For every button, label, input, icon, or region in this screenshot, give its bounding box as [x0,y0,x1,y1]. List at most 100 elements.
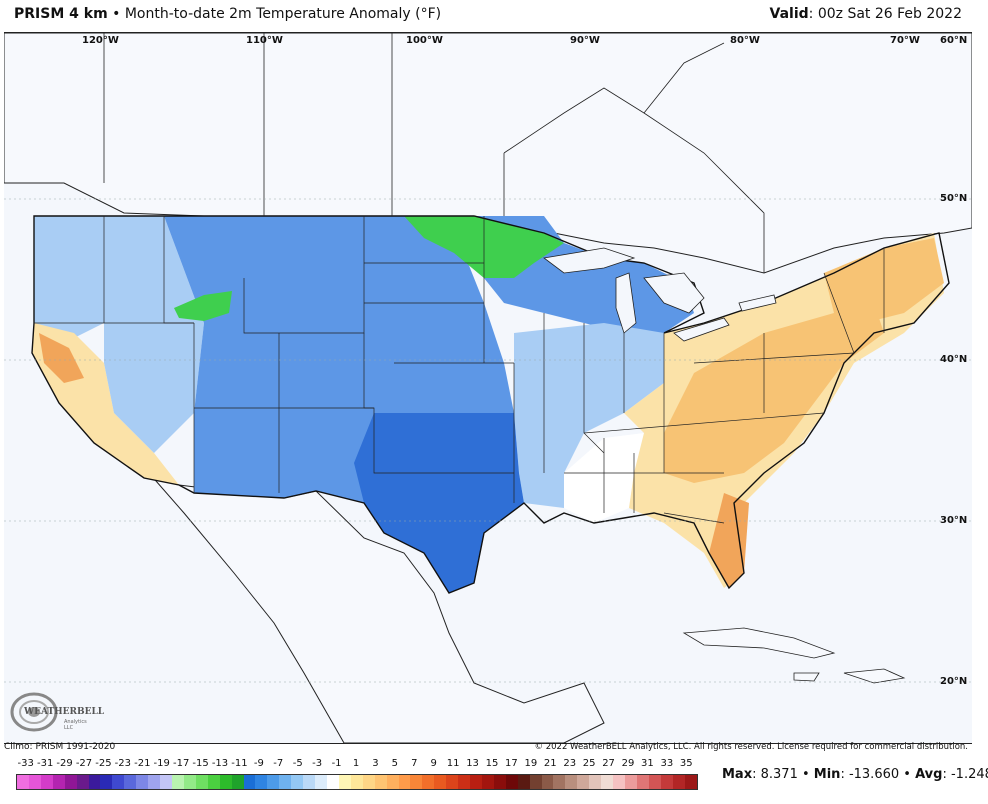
lon-label-110w: 110°W [246,35,283,46]
logo-swirl-icon [10,692,58,732]
lake-huron [643,272,705,314]
colorbar-label: -25 [95,758,112,769]
cuba-island [682,627,836,659]
colorbar-label: 27 [602,758,615,769]
colorbar-swatches [16,774,698,790]
graticule [4,198,972,683]
logo-text: WEATHERBELL [24,707,105,717]
colorbar-label: 3 [372,758,379,769]
colorbar-swatch [601,775,614,789]
logo-subtext: Analytics LLC [64,719,87,731]
colorbar-label: -27 [75,758,93,769]
colorbar-swatch [231,775,244,789]
colorbar-swatch [613,775,626,789]
title-separator: • [112,6,121,22]
colorbar-swatch [291,775,304,789]
colorbar-swatch [28,775,41,789]
pacific-northwest-field [34,216,104,343]
ohio-valley-mild-cold-field [514,323,664,508]
product-name: PRISM 4 km [14,6,108,22]
lake-superior [543,247,636,274]
colorbar-label: 35 [679,758,693,769]
colorbar-label: 31 [641,758,654,769]
colorbar-label: -19 [153,758,170,769]
colorbar-swatch [684,775,697,789]
colorbar-label: 21 [543,758,557,769]
colorbar-swatch [434,775,447,789]
usa-outline [31,215,950,594]
stats-line: Max: 8.371 • Min: -13.660 • Avg: -1.248 [722,767,988,782]
colorbar-swatch [672,775,685,789]
colorbar-label: 1 [352,758,360,769]
colorbar-label: -11 [231,758,248,769]
colorbar-swatch [243,775,256,789]
caribbean-islands [682,627,906,684]
colorbar-swatch [136,775,149,789]
texas-strong-cold-field [354,413,524,593]
colorbar-swatch [160,775,172,789]
colorbar-label: 7 [411,758,418,769]
min-label: Min [813,767,841,782]
max-label: Max [722,767,753,782]
colorbar-label: -9 [253,758,264,769]
colorbar-swatch [660,775,673,789]
avg-label: Avg [915,767,943,782]
map-title: PRISM 4 km • Month-to-date 2m Temperatur… [14,6,441,22]
colorbar-swatch [493,775,506,789]
colorbar-label: 13 [466,758,479,769]
lon-label-70w: 70°W [890,35,920,46]
colorbar-swatch [422,775,435,789]
climo-note: Climo: PRISM 1991-2020 [4,742,116,752]
hispaniola-island [843,668,906,684]
colorbar-swatch [446,775,459,789]
colorbar-swatch [100,775,113,789]
colorbar-swatch [183,775,196,789]
colorbar-label: 17 [505,758,518,769]
header: PRISM 4 km • Month-to-date 2m Temperatur… [0,0,988,32]
valid-value: : 00z Sat 26 Feb 2022 [808,6,962,22]
colorbar-label: 33 [660,758,674,769]
colorbar-swatch [374,775,387,789]
colorbar-label: -29 [56,758,73,769]
colorbar-label: 15 [485,758,499,769]
colorbar-swatch [88,775,101,789]
colorbar-swatch [529,775,542,789]
colorbar-swatch [386,775,399,789]
colorbar-swatch [398,775,411,789]
colorbar-swatch [303,775,316,789]
colorbar-swatch [148,775,161,789]
florida-warm-field [709,493,749,588]
valid-time: Valid: 00z Sat 26 Feb 2022 [770,6,962,22]
idaho-green-field [174,291,232,321]
province-borders [103,33,765,273]
colorbar-swatch [112,775,125,789]
colorbar-label: 19 [524,758,538,769]
valid-label: Valid [769,6,809,22]
colorbar-label: 25 [582,758,596,769]
east-warm-field [664,303,884,483]
california-hot-field [39,333,84,383]
lake-ontario [738,294,777,312]
colorbar-label: 11 [446,758,460,769]
colorbar-swatch [326,775,339,789]
lat-label-50n: 50°N [940,193,968,204]
colorbar-label: -33 [17,758,34,769]
colorbar-swatch [76,775,89,789]
colorbar-label: -15 [192,758,209,769]
state-borders [34,216,885,524]
colorbar-swatch [458,775,471,789]
colorbar-swatch [362,775,375,789]
colorbar-swatch [64,775,77,789]
lat-label-40n: 40°N [940,354,968,365]
lon-label-100w: 100°W [406,35,443,46]
colorbar-label: 5 [391,758,399,769]
lat-label-30n: 30°N [940,515,968,526]
colorbar-label: -17 [172,758,190,769]
colorbar-swatch [52,775,65,789]
colorbar-swatch [338,775,351,789]
great-basin-field [104,216,204,453]
colorbar-swatch [648,775,661,789]
colorbar-label: -31 [36,758,54,769]
lake-erie [673,317,730,342]
colorbar-swatch [481,775,494,789]
